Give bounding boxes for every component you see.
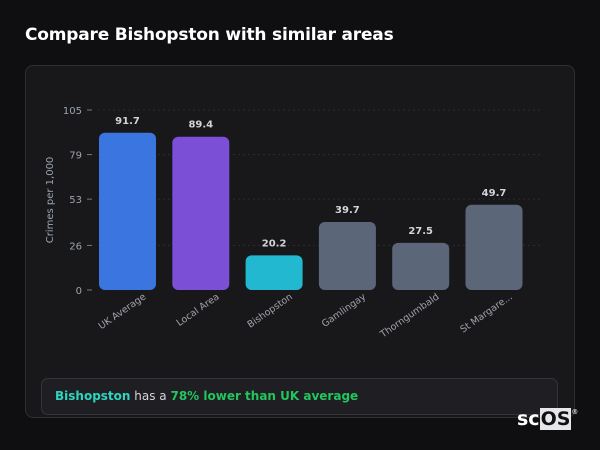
y-tick-label: 79 [69, 151, 82, 162]
summary-area: Bishopston [55, 389, 131, 403]
data-label: 20.2 [262, 238, 287, 249]
y-tick-label: 105 [63, 106, 82, 117]
summary-highlight: 78% lower than UK average [170, 389, 359, 403]
data-label: 89.4 [188, 120, 213, 131]
page-title: Compare Bishopston with similar areas [25, 25, 394, 45]
y-axis-label: Crimes per 1,000 [45, 157, 56, 244]
y-tick-label: 26 [69, 241, 82, 252]
y-tick-label: 53 [69, 195, 82, 206]
data-label: 27.5 [408, 226, 433, 237]
x-tick-label: St Margare... [458, 291, 514, 335]
bar [172, 136, 230, 290]
x-tick-label: Bishopston [246, 291, 295, 330]
bar [318, 221, 376, 290]
bar [99, 132, 156, 290]
summary-text: has a [130, 389, 171, 403]
bar [392, 242, 450, 290]
bar [245, 255, 303, 290]
x-tick-label: UK Average [97, 291, 149, 332]
x-tick-label: Gamlingay [320, 291, 369, 330]
data-label: 39.7 [335, 205, 360, 216]
data-label: 49.7 [482, 188, 507, 199]
summary-box: Bishopston has a 78% lower than UK avera… [41, 378, 558, 415]
scos-logo: scOS® [517, 408, 579, 430]
x-tick-label: Local Area [175, 291, 222, 328]
x-tick-label: Thorngumbald [378, 291, 442, 340]
data-label: 91.7 [115, 116, 140, 127]
y-tick-label: 0 [76, 286, 82, 297]
bar [465, 204, 523, 290]
